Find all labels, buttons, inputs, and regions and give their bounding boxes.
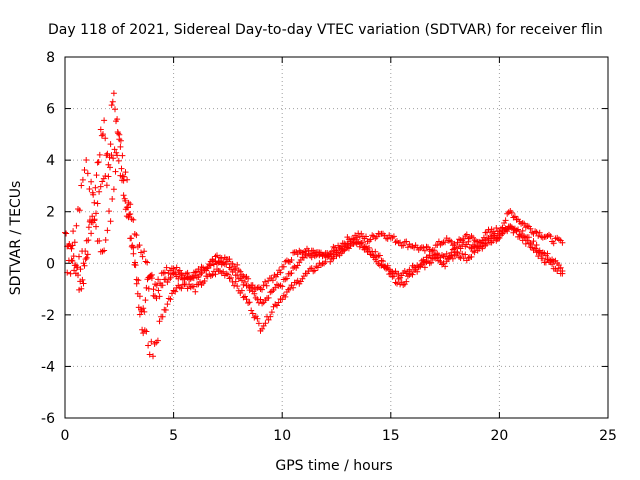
x-tick-label: 25: [599, 428, 617, 444]
y-tick-label: 2: [46, 205, 55, 221]
x-tick-label: 0: [61, 428, 70, 444]
y-tick-label: -6: [41, 411, 55, 427]
x-tick-label: 10: [273, 428, 291, 444]
x-axis-ticks: 0 5 10 15 20 25: [61, 57, 617, 444]
chart-title: Day 118 of 2021, Sidereal Day-to-day VTE…: [48, 22, 603, 38]
y-tick-label: -4: [41, 359, 55, 375]
plot-frame: [64, 56, 609, 419]
y-axis-ticks: -6 -4 -2 0 2 4 6 8: [41, 50, 608, 427]
series-markers: [62, 90, 566, 337]
data-series: [62, 90, 566, 360]
y-tick-label: 4: [46, 153, 55, 169]
y-tick-label: -2: [41, 308, 55, 324]
x-tick-label: 5: [169, 428, 178, 444]
y-axis-label: SDTVAR / TECUs: [8, 181, 24, 296]
x-tick-label: 20: [490, 428, 508, 444]
series-trace-1: [62, 90, 566, 337]
x-tick-label: 15: [382, 428, 400, 444]
series-trace-3: [64, 129, 566, 302]
y-tick-label: 0: [46, 256, 55, 272]
x-axis-label: GPS time / hours: [275, 458, 392, 474]
y-tick-label: 8: [46, 50, 55, 66]
grid-lines: [65, 57, 608, 418]
series-markers: [64, 129, 566, 302]
y-tick-label: 6: [46, 102, 55, 118]
